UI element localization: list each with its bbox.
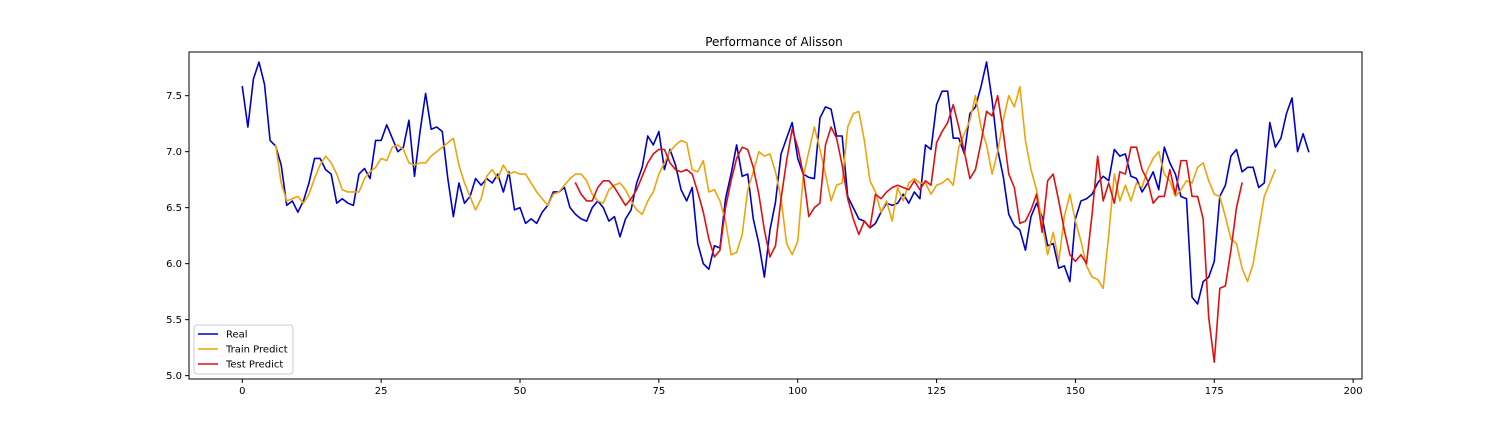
- y-axis: 5.0 5.5 6.0 6.5 7.0 7.5: [166, 91, 189, 382]
- legend: Real Train Predict Test Predict: [193, 324, 294, 375]
- plot-series-group: [241, 61, 1310, 364]
- x-tick-label: 50: [514, 386, 527, 397]
- x-tick-label: 75: [652, 386, 665, 397]
- x-tick-label: 200: [1344, 386, 1363, 397]
- x-tick-label: 150: [1066, 386, 1085, 397]
- legend-label-train-predict: Train Predict: [225, 345, 288, 356]
- x-tick-label: 175: [1205, 386, 1224, 397]
- series-line-test-predict: [574, 94, 1243, 364]
- series-line-real: [241, 61, 1310, 305]
- legend-label-real: Real: [226, 330, 248, 341]
- legend-label-test-predict: Test Predict: [225, 360, 283, 371]
- x-tick-label: 0: [239, 386, 245, 397]
- y-tick-label: 7.5: [166, 91, 182, 102]
- legend-box: [193, 324, 294, 375]
- y-tick-label: 7.0: [166, 147, 182, 158]
- y-tick-label: 6.0: [166, 259, 182, 270]
- plot-area-frame: [188, 51, 1363, 380]
- y-tick-label: 5.0: [166, 371, 182, 382]
- x-tick-label: 25: [375, 386, 388, 397]
- y-tick-label: 5.5: [166, 315, 182, 326]
- y-tick-label: 6.5: [166, 203, 182, 214]
- x-tick-label: 125: [927, 386, 946, 397]
- series-line-train-predict: [274, 85, 1277, 290]
- x-axis: 0 25 50 75 100 125 150 175 200: [239, 379, 1363, 397]
- chart-title: Performance of Alisson: [705, 35, 843, 49]
- x-tick-label: 100: [788, 386, 807, 397]
